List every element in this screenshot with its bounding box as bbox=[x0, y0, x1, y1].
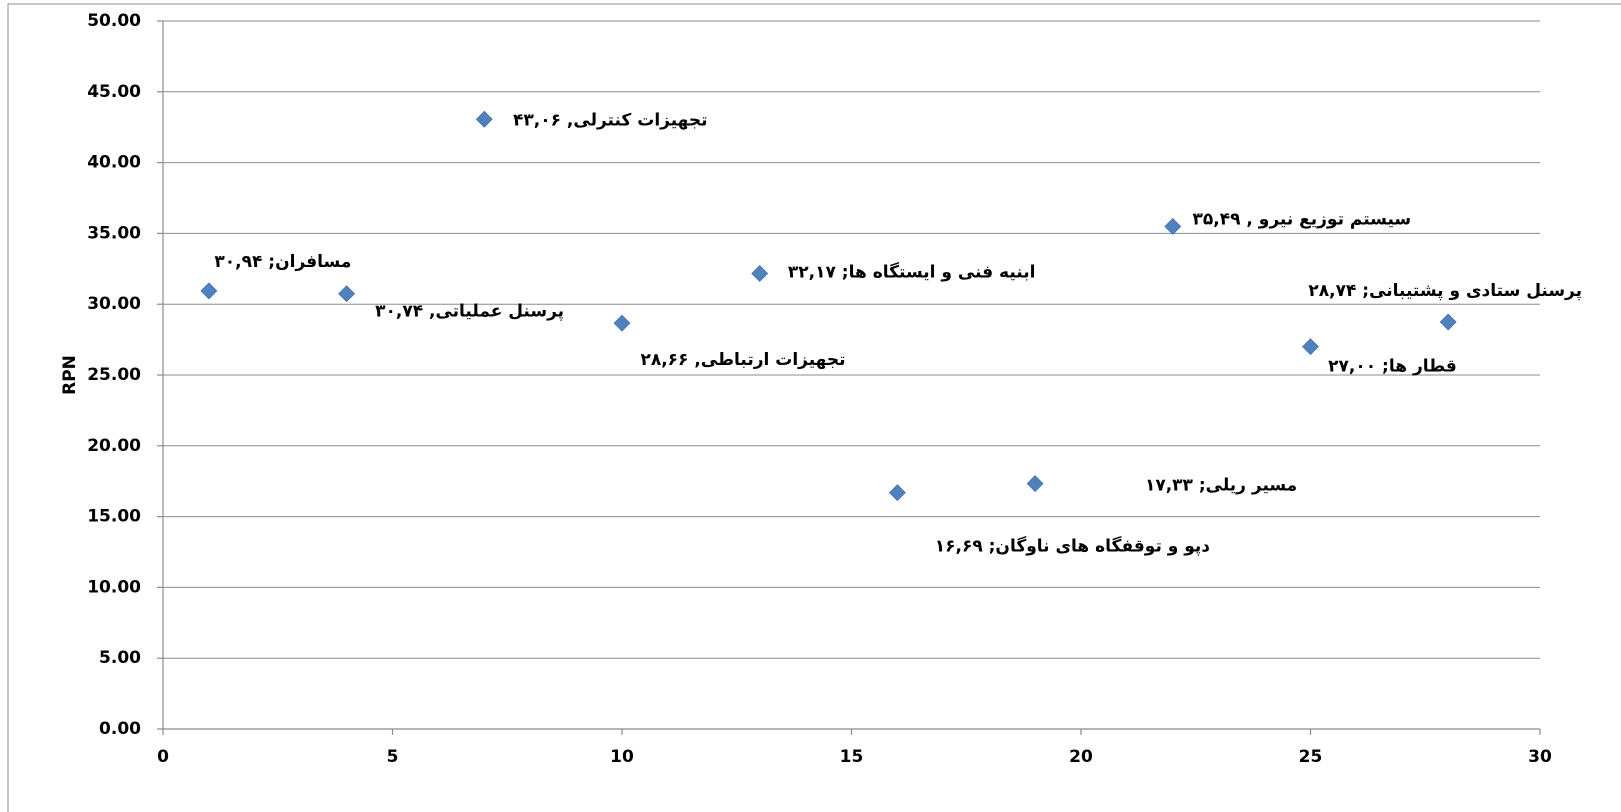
y-tick-label: 45.00 bbox=[87, 82, 141, 102]
data-label: تجهیزات ارتباطی, ۲۸,۶۶ bbox=[640, 350, 845, 370]
data-label: مسیر ریلی; ۱۷,۳۳ bbox=[1145, 476, 1297, 496]
x-tick-label: 10 bbox=[610, 747, 634, 767]
y-axis-label: RPN bbox=[60, 355, 80, 395]
point bbox=[613, 314, 631, 332]
y-tick-label: 50.00 bbox=[87, 11, 141, 31]
point bbox=[1439, 313, 1457, 331]
x-tick-label: 30 bbox=[1528, 747, 1552, 767]
data-label: دپو و توقفگاه های ناوگان; ۱۶,۶۹ bbox=[935, 536, 1211, 557]
y-tick-label: 10.00 bbox=[87, 577, 141, 597]
point bbox=[1164, 218, 1182, 235]
y-tick-label: 30.00 bbox=[87, 294, 141, 314]
y-tick-label: 40.00 bbox=[87, 153, 141, 173]
point bbox=[751, 265, 769, 282]
y-tick-label: 35.00 bbox=[87, 223, 141, 243]
x-tick-label: 5 bbox=[387, 747, 399, 767]
data-label: پرسنل عملیاتی, ۳۰,۷۴ bbox=[375, 302, 564, 322]
y-tick-label: 0.00 bbox=[99, 719, 141, 739]
data-label: پرسنل ستادی و پشتیبانی; ۲۸,۷۴ bbox=[1308, 281, 1582, 301]
point bbox=[888, 484, 906, 502]
data-label: تجهیزات کنترلی, ۴۳,۰۶ bbox=[513, 110, 707, 130]
y-tick-label: 25.00 bbox=[87, 365, 141, 385]
data-label: مسافران; ۳۰,۹۴ bbox=[214, 252, 351, 272]
y-tick-label: 5.00 bbox=[99, 648, 141, 668]
data-label: سیستم توزیع نیرو , ۳۵,۴۹ bbox=[1192, 209, 1411, 229]
x-tick-label: 25 bbox=[1299, 747, 1323, 767]
chart-frame bbox=[7, 3, 1621, 812]
point bbox=[1302, 338, 1319, 356]
x-tick-label: 15 bbox=[840, 747, 864, 767]
data-label: ابنیه فنی و ایستگاه ها; ۳۲,۱۷ bbox=[788, 261, 1036, 282]
point bbox=[338, 285, 356, 303]
point bbox=[200, 282, 218, 300]
y-tick-label: 20.00 bbox=[87, 436, 141, 456]
point bbox=[1026, 475, 1044, 493]
x-tick-label: 20 bbox=[1069, 747, 1093, 767]
point bbox=[475, 110, 493, 128]
y-tick-label: 15.00 bbox=[87, 507, 141, 527]
x-tick-label: 0 bbox=[157, 747, 169, 767]
data-label: قطار ها; ۲۷,۰۰ bbox=[1328, 357, 1457, 377]
